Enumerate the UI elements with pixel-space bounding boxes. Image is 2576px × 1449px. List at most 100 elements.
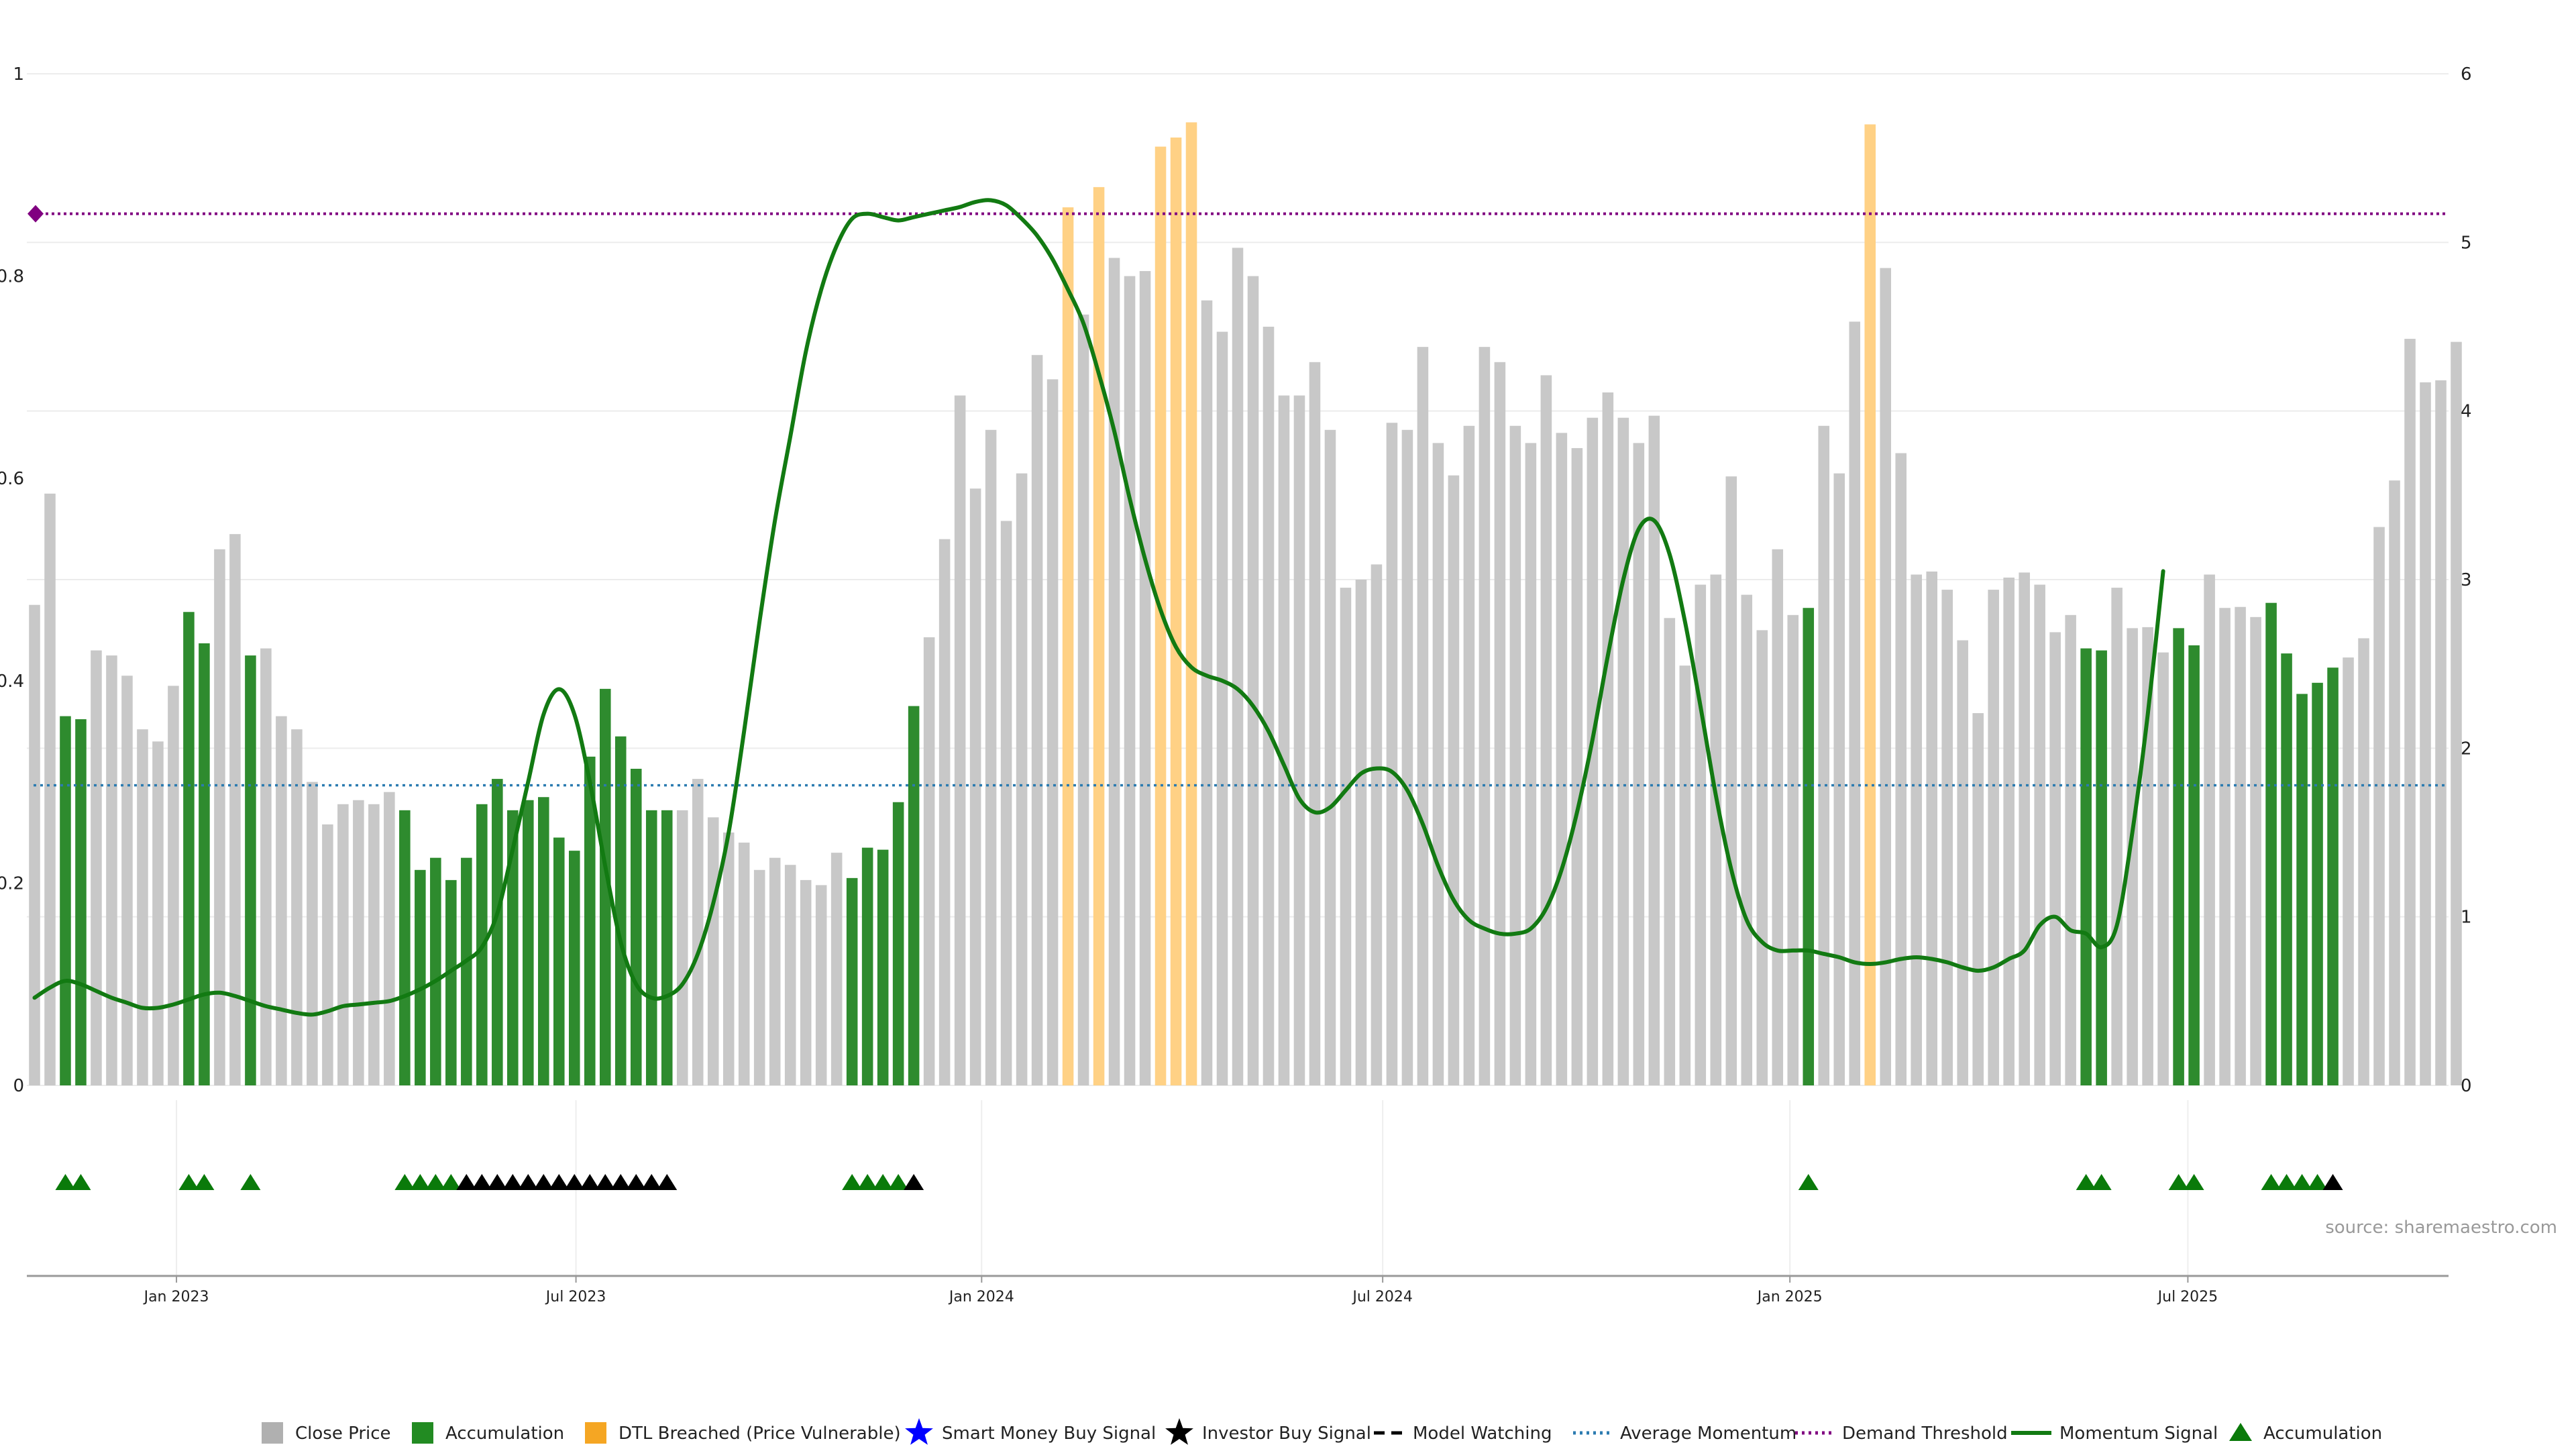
close-price-bar [1201,300,1213,1085]
left-axis-tick-label: 1 [13,64,24,85]
close-price-bar [2219,608,2231,1085]
accumulation-bar [877,849,889,1085]
x-axis-tick-label: Jan 2025 [1756,1289,1823,1305]
accumulation-bar [2296,694,2308,1085]
accumulation-marker [2184,1174,2204,1190]
investor-marker [580,1174,600,1190]
close-price-bar [29,604,40,1085]
accumulation-bar [60,716,71,1085]
close-price-bar [1247,276,1259,1086]
close-price-bar [1108,258,1120,1085]
close-price-bar [1216,331,1228,1085]
close-price-bar [954,395,966,1086]
close-price-bar [384,792,395,1085]
accumulation-marker [2276,1174,2297,1190]
bars [29,122,2462,1086]
close-price-bar [1648,415,1660,1085]
accumulation-bar [861,847,873,1085]
close-price-bar [1340,588,1352,1085]
accumulation-marker [888,1174,909,1190]
close-price-bar [1046,379,1059,1085]
x-axis-tick-label: Jan 2023 [143,1289,209,1305]
accumulation-bar [661,810,673,1085]
close-price-bar [1756,630,1768,1085]
close-price-bar [1818,425,1830,1085]
close-price-bar [1679,665,1691,1085]
accumulation-marker [2091,1174,2112,1190]
dtl-breached-bar [1093,186,1105,1085]
left-axis-ticks: 0 0.2 0.4 0.6 0.8 1 [0,64,24,1096]
accumulation-marker [425,1174,446,1190]
close-price-bar [1000,521,1012,1085]
accumulation-marker [441,1174,462,1190]
close-price-bar [722,833,735,1085]
investor-marker [564,1174,585,1190]
investor-marker [610,1174,631,1190]
accumulation-bar [445,879,457,1085]
close-price-bar [2451,341,2462,1085]
legend-label: Smart Money Buy Signal [942,1424,1156,1444]
close-price-bar [1309,362,1321,1085]
close-price-bar [337,804,349,1085]
close-price-bar [2404,339,2416,1086]
accumulation-marker [873,1174,894,1190]
legend-label: Accumulation [2263,1424,2382,1444]
accumulation-bar [2080,648,2092,1085]
close-price-bar [753,869,765,1085]
close-price-bar [738,843,750,1085]
left-axis-tick-label: 0.4 [0,672,24,692]
close-price-bar [2019,572,2030,1085]
close-price-bar [1031,355,1043,1085]
close-price-bar [1371,564,1383,1085]
investor-marker [472,1174,492,1190]
accumulation-bar [538,797,549,1085]
close-price-bar [1895,453,1907,1085]
accumulation-marker [2261,1174,2282,1190]
accumulation-marker [55,1174,76,1190]
legend-label: Demand Threshold [1842,1424,2008,1444]
accumulation-marker [2076,1174,2096,1190]
close-price-bar [1972,713,1984,1085]
close-price-bar [106,655,117,1085]
close-price-bar [1293,395,1305,1086]
close-price-bar [1016,473,1028,1085]
close-price-bar [1617,417,1629,1085]
accumulation-bar [430,857,441,1085]
right-axis-tick-label: 4 [2461,402,2472,422]
close-price-bar [2389,480,2400,1085]
close-price-bar [1355,580,1367,1085]
investor-marker [641,1174,662,1190]
close-price-bar [1941,590,1953,1085]
close-price-bar [1926,571,1937,1085]
left-axis-tick-label: 0.6 [0,469,24,489]
close-price-bar [1124,276,1136,1086]
legend-label: Model Watching [1413,1424,1552,1444]
dtl-breached-bar [1155,146,1167,1085]
close-price-bar [353,800,364,1085]
close-price-bar [830,853,843,1085]
close-price-bar [2358,638,2369,1085]
close-price-bar [985,429,997,1085]
accumulation-bar [2173,628,2184,1085]
signal-panel [55,1174,2343,1190]
reference-lines [28,205,2449,787]
demand-threshold-marker [28,205,44,223]
close-price-bar [1232,248,1244,1086]
close-price-bar [784,865,796,1085]
accumulation-bar [2188,645,2200,1085]
close-price-bar [1263,327,1275,1085]
legend-star-icon [1165,1418,1193,1445]
accumulation-marker [394,1174,415,1190]
close-price-bar [676,810,688,1085]
close-price-bar [1139,271,1151,1085]
legend-label: Close Price [295,1424,391,1444]
close-price-bar [1386,423,1398,1085]
close-price-bar [1849,321,1861,1086]
accumulation-bar [630,768,642,1085]
close-price-bar [1525,443,1537,1085]
investor-marker [549,1174,570,1190]
close-price-bar [2250,616,2261,1085]
investor-marker [595,1174,616,1190]
close-price-bar [368,804,380,1085]
